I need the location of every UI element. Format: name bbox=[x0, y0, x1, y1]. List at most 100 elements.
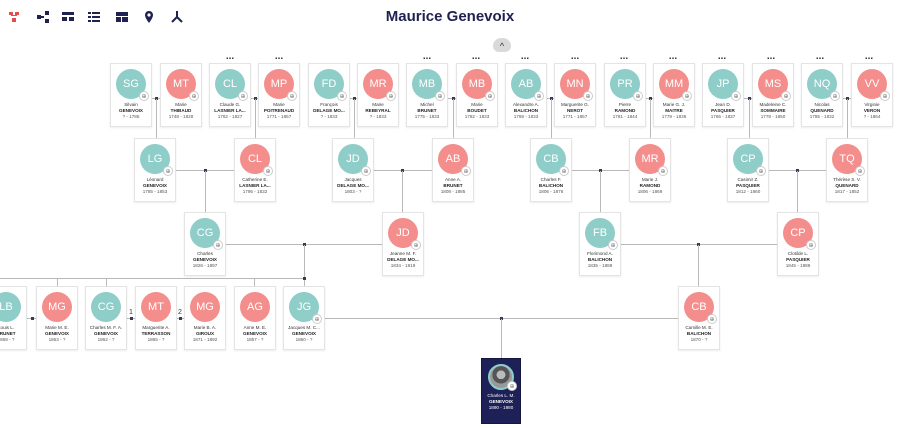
profile-link-icon[interactable]: ⊕ bbox=[139, 91, 149, 101]
profile-link-icon[interactable]: ⊕ bbox=[707, 314, 717, 324]
map-pin-icon[interactable] bbox=[141, 9, 157, 25]
person-card[interactable]: CP ⊕ Casimir Z. PASQUIER 1812 - 1860 bbox=[727, 138, 769, 202]
last-name: RAMOND bbox=[639, 183, 661, 188]
profile-link-icon[interactable]: ⊕ bbox=[386, 91, 396, 101]
profile-link-icon[interactable]: ⊕ bbox=[411, 240, 421, 250]
more-ancestors-button[interactable]: ... bbox=[225, 51, 235, 62]
person-card[interactable]: TQ ⊕ Thérèse S. V. QUENARD 1817 - 1852 bbox=[826, 138, 868, 202]
profile-link-icon[interactable]: ⊕ bbox=[806, 240, 816, 250]
person-card[interactable]: CL ⊕ Claude G. LASNIER LA... 1762 - 1827 bbox=[209, 63, 251, 127]
person-card[interactable]: JD ⊕ Jeanne M. F. DELAGE MO... 1834 - 1919 bbox=[382, 212, 424, 276]
person-card[interactable]: CG ⊕ Charles GENEVOIX 1826 - 1897 bbox=[184, 212, 226, 276]
person-card[interactable]: MR ⊕ Marie REBEYRAL? - 1833 bbox=[357, 63, 399, 127]
more-ancestors-button[interactable]: ... bbox=[619, 51, 629, 62]
person-card[interactable]: MN ⊕ Marguerite G. NEROT 1771 - 1857 bbox=[554, 63, 596, 127]
profile-link-icon[interactable]: ⊕ bbox=[287, 91, 297, 101]
more-ancestors-button[interactable]: ... bbox=[815, 51, 825, 62]
compact-view-icon[interactable] bbox=[60, 9, 76, 25]
person-card[interactable]: AG Anne M. E. GENEVOIX 1857 - ? bbox=[234, 286, 276, 350]
avatar: MN ⊕ bbox=[560, 69, 593, 101]
profile-link-icon[interactable]: ⊕ bbox=[781, 91, 791, 101]
person-card[interactable]: MG Marie B. A. GIROUX 1871 - 1892 bbox=[184, 286, 226, 350]
person-card[interactable]: CP ⊕ Clotilde L. PASQUIER 1845 - 1889 bbox=[777, 212, 819, 276]
person-card[interactable]: PR ⊕ Pierre RAMOND 1781 - 1844 bbox=[604, 63, 646, 127]
profile-link-icon[interactable]: ⊕ bbox=[658, 166, 668, 176]
layout-view-icon[interactable] bbox=[114, 9, 130, 25]
avatar: JG ⊕ bbox=[289, 292, 322, 324]
person-card[interactable]: MT Marguerite A. TERRASSON 1865 - ? bbox=[135, 286, 177, 350]
profile-link-icon[interactable]: ⊕ bbox=[756, 166, 766, 176]
person-card[interactable]: MP ⊕ Marie POITRENAUD 1771 - 1857 bbox=[258, 63, 300, 127]
profile-link-icon[interactable]: ⊕ bbox=[435, 91, 445, 101]
person-card[interactable]: CB ⊕ Charles F. BALICHON 1806 - 1876 bbox=[530, 138, 572, 202]
collapse-ancestors-button[interactable]: ^ bbox=[493, 38, 511, 52]
profile-link-icon[interactable]: ⊕ bbox=[559, 166, 569, 176]
more-ancestors-button[interactable]: ... bbox=[422, 51, 432, 62]
person-card[interactable]: CG Charles M. F. A. GENEVOIX 1862 - ? bbox=[85, 286, 127, 350]
sibling-drop bbox=[57, 278, 58, 286]
profile-link-icon[interactable]: ⊕ bbox=[830, 91, 840, 101]
person-card[interactable]: JP ⊕ Jean D. PASQUIER 1765 - 1837 bbox=[702, 63, 744, 127]
fan-tree-icon[interactable] bbox=[169, 9, 185, 25]
profile-link-icon[interactable]: ⊕ bbox=[534, 91, 544, 101]
person-card[interactable]: JD ⊕ Jacques DELAGE MO... 1803 - ? bbox=[332, 138, 374, 202]
profile-link-icon[interactable]: ⊕ bbox=[583, 91, 593, 101]
profile-link-icon[interactable]: ⊕ bbox=[633, 91, 643, 101]
life-dates: 1808 - 1885 bbox=[440, 189, 466, 194]
profile-link-icon[interactable]: ⊕ bbox=[263, 166, 273, 176]
person-card[interactable]: MR ⊕ Marie J. RAMOND 1806 - 1869 bbox=[629, 138, 671, 202]
profile-link-icon[interactable]: ⊕ bbox=[461, 166, 471, 176]
last-name: DELAGE MO... bbox=[337, 183, 369, 188]
more-ancestors-button[interactable]: ... bbox=[570, 51, 580, 62]
more-ancestors-button[interactable]: ... bbox=[766, 51, 776, 62]
profile-link-icon[interactable]: ⊕ bbox=[312, 314, 322, 324]
person-card[interactable]: CB ⊕ Camille M. E. BALICHON 1870 - ? bbox=[678, 286, 720, 350]
couple-connector-dot bbox=[500, 317, 503, 320]
person-card[interactable]: AB ⊕ Anne A. BRUNET 1808 - 1885 bbox=[432, 138, 474, 202]
person-card[interactable]: FB ⊕ Florimond A. BALICHON 1835 - 1889 bbox=[579, 212, 621, 276]
person-card[interactable]: LB Louis L.BRUNET1858 - ? bbox=[0, 286, 27, 350]
person-card[interactable]: JG ⊕ Jacques M. C... GENEVOIX 1860 - ? bbox=[283, 286, 325, 350]
person-card[interactable]: AB ⊕ Alexandre A. BALICHON 1769 - 1833 bbox=[505, 63, 547, 127]
person-card[interactable]: SG ⊕ Silvain GENEVOIX? - 1785 bbox=[110, 63, 152, 127]
more-ancestors-button[interactable]: ... bbox=[274, 51, 284, 62]
person-card[interactable]: MB ⊕ Michel BRUNET 1775 - 1833 bbox=[406, 63, 448, 127]
person-card[interactable]: MT ⊕ Marie THIBAUD 1748 - 1828 bbox=[160, 63, 202, 127]
first-name: Marie J. bbox=[641, 177, 659, 182]
profile-link-icon[interactable]: ⊕ bbox=[337, 91, 347, 101]
more-ancestors-button[interactable]: ... bbox=[471, 51, 481, 62]
more-ancestors-button[interactable]: ... bbox=[668, 51, 678, 62]
profile-link-icon[interactable]: ⊕ bbox=[608, 240, 618, 250]
profile-link-icon[interactable]: ⊕ bbox=[507, 381, 517, 391]
person-card[interactable]: MS ⊕ Madeleine C. SOMMAIRE 1778 - 1850 bbox=[752, 63, 794, 127]
profile-link-icon[interactable]: ⊕ bbox=[880, 91, 890, 101]
profile-link-icon[interactable]: ⊕ bbox=[213, 240, 223, 250]
first-name: Jacques bbox=[344, 177, 362, 182]
root-person-card[interactable]: ⊕ Charles L. M. GENEVOIX 1890 - 1980 bbox=[481, 358, 521, 424]
person-card[interactable]: NQ ⊕ Nicolas QUENARD 1785 - 1832 bbox=[801, 63, 843, 127]
more-ancestors-button[interactable]: ... bbox=[717, 51, 727, 62]
profile-link-icon[interactable]: ⊕ bbox=[163, 166, 173, 176]
person-card[interactable]: CL ⊕ Catherine E. LASNIER LA... 1795 - 1832 bbox=[234, 138, 276, 202]
profile-link-icon[interactable]: ⊕ bbox=[189, 91, 199, 101]
person-card[interactable]: LG ⊕ Léonard GENEVOIX 1785 - 1853 bbox=[134, 138, 176, 202]
list-view-icon[interactable] bbox=[86, 9, 102, 25]
profile-link-icon[interactable]: ⊕ bbox=[238, 91, 248, 101]
person-card[interactable]: MB ⊕ Marie BOUDET 1782 - 1833 bbox=[456, 63, 498, 127]
life-dates: ? - 1833 bbox=[320, 114, 338, 119]
more-ancestors-button[interactable]: ... bbox=[864, 51, 874, 62]
person-card[interactable]: FD ⊕ François DELAGE MO...? - 1833 bbox=[308, 63, 350, 127]
first-name: Jacques M. C... bbox=[288, 325, 320, 330]
profile-link-icon[interactable]: ⊕ bbox=[682, 91, 692, 101]
person-card[interactable]: MG Marie M. E. GENEVOIX 1863 - ? bbox=[36, 286, 78, 350]
profile-link-icon[interactable]: ⊕ bbox=[731, 91, 741, 101]
more-ancestors-button[interactable]: ... bbox=[520, 51, 530, 62]
person-card[interactable]: VV ⊕ Virginie VERON? - 1864 bbox=[851, 63, 893, 127]
avatar: CL ⊕ bbox=[215, 69, 248, 101]
profile-link-icon[interactable]: ⊕ bbox=[361, 166, 371, 176]
person-card[interactable]: MM ⊕ Marie G. J. MAITRE 1779 - 1836 bbox=[653, 63, 695, 127]
profile-link-icon[interactable]: ⊕ bbox=[485, 91, 495, 101]
profile-link-icon[interactable]: ⊕ bbox=[855, 166, 865, 176]
descendants-view-icon[interactable] bbox=[6, 9, 22, 25]
horizontal-tree-icon[interactable] bbox=[35, 9, 51, 25]
